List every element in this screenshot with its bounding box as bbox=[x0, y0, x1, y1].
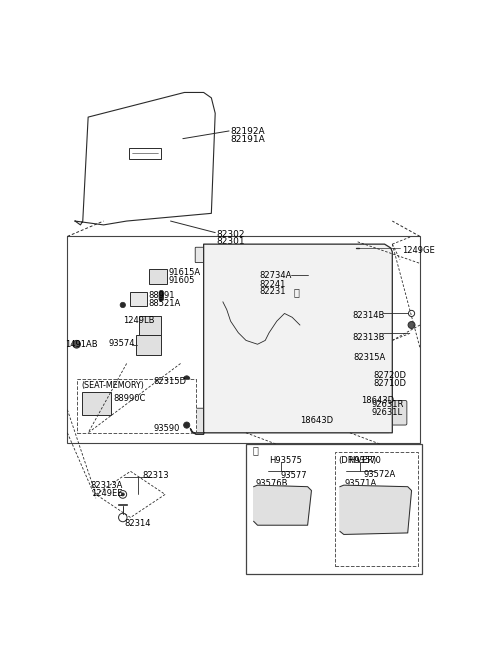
Circle shape bbox=[334, 415, 339, 420]
Text: 82315A: 82315A bbox=[354, 354, 386, 362]
Text: 82301: 82301 bbox=[217, 237, 245, 246]
FancyBboxPatch shape bbox=[139, 316, 161, 335]
Bar bbox=[335, 452, 418, 566]
Text: 93576B: 93576B bbox=[255, 479, 288, 488]
Circle shape bbox=[223, 367, 254, 398]
Circle shape bbox=[347, 508, 353, 514]
Text: 92631R: 92631R bbox=[372, 400, 404, 409]
Text: 82313A: 82313A bbox=[90, 481, 123, 491]
Text: 82192A: 82192A bbox=[230, 127, 265, 136]
Circle shape bbox=[159, 293, 164, 297]
Circle shape bbox=[159, 294, 164, 299]
Circle shape bbox=[230, 375, 246, 390]
Text: 82734A: 82734A bbox=[260, 271, 292, 280]
Text: 1249LB: 1249LB bbox=[123, 316, 154, 325]
Text: 93590: 93590 bbox=[154, 424, 180, 432]
Text: 88521A: 88521A bbox=[148, 299, 180, 308]
Text: Ⓐ: Ⓐ bbox=[293, 288, 299, 297]
Text: 88990C: 88990C bbox=[114, 394, 146, 403]
Polygon shape bbox=[340, 485, 411, 534]
Text: 1249EE: 1249EE bbox=[91, 489, 123, 498]
Text: 93571A: 93571A bbox=[345, 479, 377, 488]
FancyBboxPatch shape bbox=[135, 335, 161, 356]
Circle shape bbox=[381, 496, 388, 504]
Circle shape bbox=[286, 498, 294, 506]
Circle shape bbox=[369, 496, 377, 504]
FancyBboxPatch shape bbox=[194, 408, 390, 433]
Circle shape bbox=[159, 290, 164, 295]
Circle shape bbox=[214, 358, 263, 407]
Text: (SEAT-MEMORY): (SEAT-MEMORY) bbox=[81, 381, 144, 390]
Text: 82191A: 82191A bbox=[230, 135, 265, 144]
Circle shape bbox=[392, 496, 400, 504]
Text: 18643D: 18643D bbox=[300, 416, 333, 425]
Bar bbox=[129, 148, 161, 159]
Circle shape bbox=[393, 508, 399, 514]
Text: 82313B: 82313B bbox=[352, 333, 384, 342]
Bar bbox=[67, 236, 420, 443]
Circle shape bbox=[382, 508, 388, 514]
Circle shape bbox=[159, 297, 164, 301]
Text: 88991: 88991 bbox=[148, 291, 175, 300]
Text: 82720D: 82720D bbox=[373, 371, 406, 380]
Text: (DRIVER): (DRIVER) bbox=[338, 456, 377, 465]
Text: 82314: 82314 bbox=[124, 519, 151, 528]
Circle shape bbox=[370, 508, 376, 514]
Circle shape bbox=[184, 376, 190, 382]
Circle shape bbox=[347, 353, 353, 359]
Circle shape bbox=[346, 496, 354, 504]
FancyBboxPatch shape bbox=[130, 292, 146, 306]
FancyBboxPatch shape bbox=[195, 247, 388, 263]
Circle shape bbox=[184, 422, 190, 428]
FancyBboxPatch shape bbox=[361, 400, 407, 425]
FancyBboxPatch shape bbox=[266, 320, 303, 349]
Text: 82313: 82313 bbox=[142, 472, 168, 480]
Text: 1491AB: 1491AB bbox=[65, 341, 97, 349]
FancyBboxPatch shape bbox=[326, 280, 370, 299]
Text: 82314B: 82314B bbox=[352, 311, 384, 320]
Circle shape bbox=[359, 508, 365, 514]
Circle shape bbox=[73, 341, 81, 348]
Text: 93572A: 93572A bbox=[363, 470, 396, 479]
Circle shape bbox=[260, 496, 267, 504]
Text: Ⓐ: Ⓐ bbox=[252, 445, 258, 455]
Text: H93575: H93575 bbox=[269, 456, 302, 465]
FancyBboxPatch shape bbox=[149, 269, 168, 284]
Polygon shape bbox=[75, 92, 215, 225]
Circle shape bbox=[120, 303, 125, 308]
Polygon shape bbox=[254, 485, 312, 525]
Circle shape bbox=[358, 496, 365, 504]
Text: 91605: 91605 bbox=[169, 276, 195, 285]
Text: 92631L: 92631L bbox=[372, 408, 403, 417]
Text: 18643D: 18643D bbox=[361, 396, 395, 405]
Circle shape bbox=[273, 498, 281, 506]
Text: 82231: 82231 bbox=[260, 288, 287, 296]
Text: 82302: 82302 bbox=[217, 229, 245, 238]
Bar bbox=[77, 379, 196, 433]
Text: 82241: 82241 bbox=[260, 280, 286, 289]
Text: 82710D: 82710D bbox=[373, 379, 406, 388]
Text: 91615A: 91615A bbox=[169, 268, 201, 277]
FancyBboxPatch shape bbox=[82, 392, 111, 415]
Text: 1249GE: 1249GE bbox=[402, 246, 435, 255]
FancyBboxPatch shape bbox=[314, 270, 384, 310]
Text: 93574: 93574 bbox=[109, 339, 135, 348]
Bar bbox=[246, 444, 421, 574]
Text: 93577: 93577 bbox=[281, 472, 307, 480]
Circle shape bbox=[408, 322, 415, 328]
Circle shape bbox=[353, 396, 358, 401]
Polygon shape bbox=[191, 244, 392, 434]
Text: H93570: H93570 bbox=[348, 456, 381, 465]
Text: 82315D: 82315D bbox=[154, 377, 187, 386]
Circle shape bbox=[121, 493, 124, 496]
